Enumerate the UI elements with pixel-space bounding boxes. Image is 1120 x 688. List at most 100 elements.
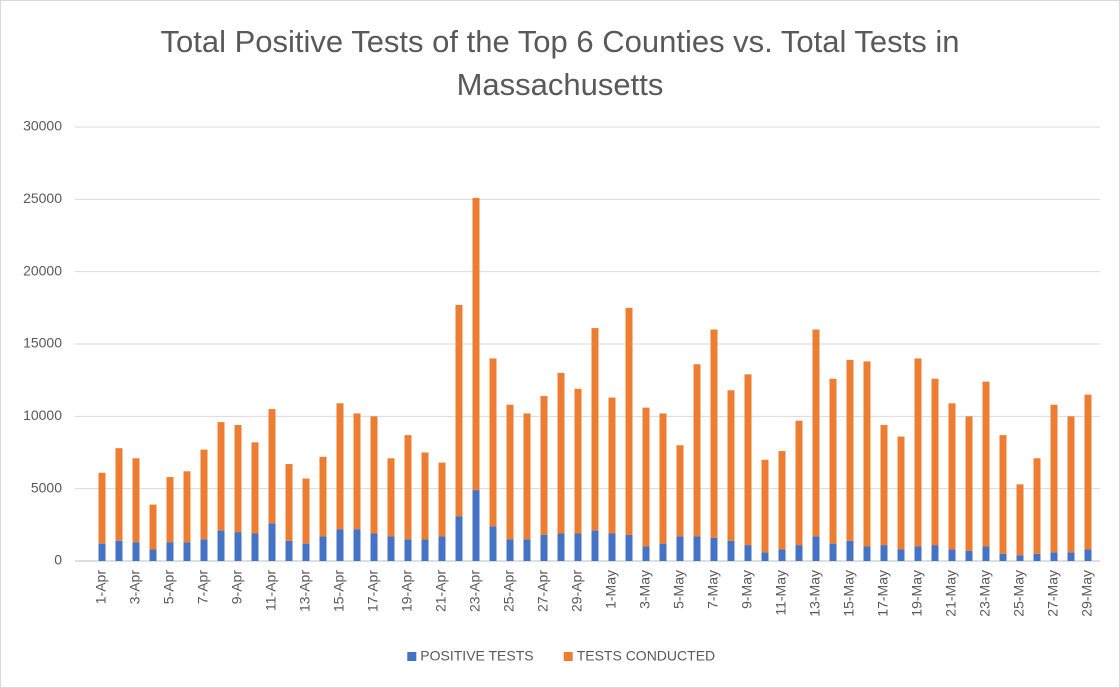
bar-segment [982,381,990,547]
legend-swatch [563,652,573,661]
bar-segment [965,416,973,551]
bar-segment [591,530,599,561]
bar-segment [1067,552,1075,561]
bar-segment [370,533,378,561]
bar-segment [880,545,888,561]
bar-segment [676,445,684,537]
x-tick-label: 21-Apr [433,570,449,612]
bar-segment [999,435,1007,554]
bar-segment [489,526,497,561]
x-tick-label: 9-May [739,570,755,609]
x-tick-label: 3-Apr [127,570,143,605]
bar-segment [999,553,1007,561]
bar-segment [506,404,514,540]
x-tick-label: 5-Apr [161,570,177,605]
bar-segment [438,536,446,561]
bar-segment [540,396,548,535]
x-tick-label: 13-May [807,570,823,617]
bar-segment [149,549,157,561]
bar-segment [268,409,276,524]
bar-segment [489,358,497,527]
bar-segment [421,539,429,561]
bar-segment [285,540,293,561]
x-tick-label: 11-Apr [263,570,279,611]
bar-segment [659,413,667,544]
bar-segment [319,536,327,561]
bar-segment [829,378,837,544]
bar-segment [421,452,429,540]
bar-segment [931,378,939,546]
bar-segment [234,532,242,561]
bar-segment [1016,484,1024,556]
bar-segment [336,403,344,530]
bar-segment [608,533,616,561]
legend-label: POSITIVE TESTS [420,648,533,664]
bar-segment [846,359,854,541]
bar-segment [625,534,633,561]
y-tick-label: 15000 [23,335,62,351]
bar-segment [914,358,922,547]
bar-segment [710,537,718,561]
x-tick-label: 7-Apr [195,570,211,605]
bar-segment [387,536,395,561]
x-tick-label: 17-Apr [365,570,381,612]
bar-segment [217,530,225,561]
bar-segment [387,458,395,537]
bar-segment [472,490,480,561]
bar-segment [200,449,208,540]
bar-segment [761,459,769,553]
bar-segment [795,545,803,561]
bar-segment [591,328,599,531]
x-tick-label: 21-May [943,570,959,617]
bar-segment [744,374,752,546]
x-tick-label: 29-Apr [569,570,585,612]
bar-segment [574,533,582,561]
bar-segment [1016,555,1024,561]
bar-segment [98,543,106,561]
bar-segment [455,304,463,517]
bar-segment [574,388,582,534]
bar-segment [523,539,531,561]
x-tick-label: 1-May [603,570,619,609]
x-tick-label: 9-Apr [229,570,245,605]
bar-segment [404,539,412,561]
bar-segment [166,477,174,543]
x-tick-label: 25-Apr [501,570,517,612]
bar-segment [642,546,650,561]
bar-segment [234,425,242,533]
legend-label: TESTS CONDUCTED [577,648,715,664]
bar-segment [693,364,701,537]
bar-segment [251,442,259,534]
y-tick-label: 0 [54,552,62,568]
bar-segment [812,329,820,537]
bar-segment [557,533,565,561]
bar-segment [183,471,191,543]
bar-segment [336,529,344,561]
bar-segment [625,307,633,535]
bar-segment [523,413,531,540]
bar-segment [438,462,446,537]
bar-segment [812,536,820,561]
y-tick-label: 10000 [23,407,62,423]
bar-segment [982,546,990,561]
bar-segment [166,542,174,561]
x-tick-label: 25-May [1011,570,1027,617]
x-tick-label: 27-Apr [535,570,551,612]
bar-segment [98,472,106,544]
x-tick-label: 5-May [671,570,687,609]
bar-segment [659,543,667,561]
bar-segment [948,549,956,561]
bar-segment [455,516,463,561]
bar-segment [693,536,701,561]
bar-segment [897,436,905,550]
bar-segment [183,542,191,561]
bar-segment [302,478,310,544]
bar-segment [1033,553,1041,561]
bar-segment [897,549,905,561]
bar-segment [846,540,854,561]
x-tick-label: 7-May [705,570,721,609]
bar-segment [319,456,327,537]
bar-segment [404,435,412,540]
bar-segment [149,504,157,550]
